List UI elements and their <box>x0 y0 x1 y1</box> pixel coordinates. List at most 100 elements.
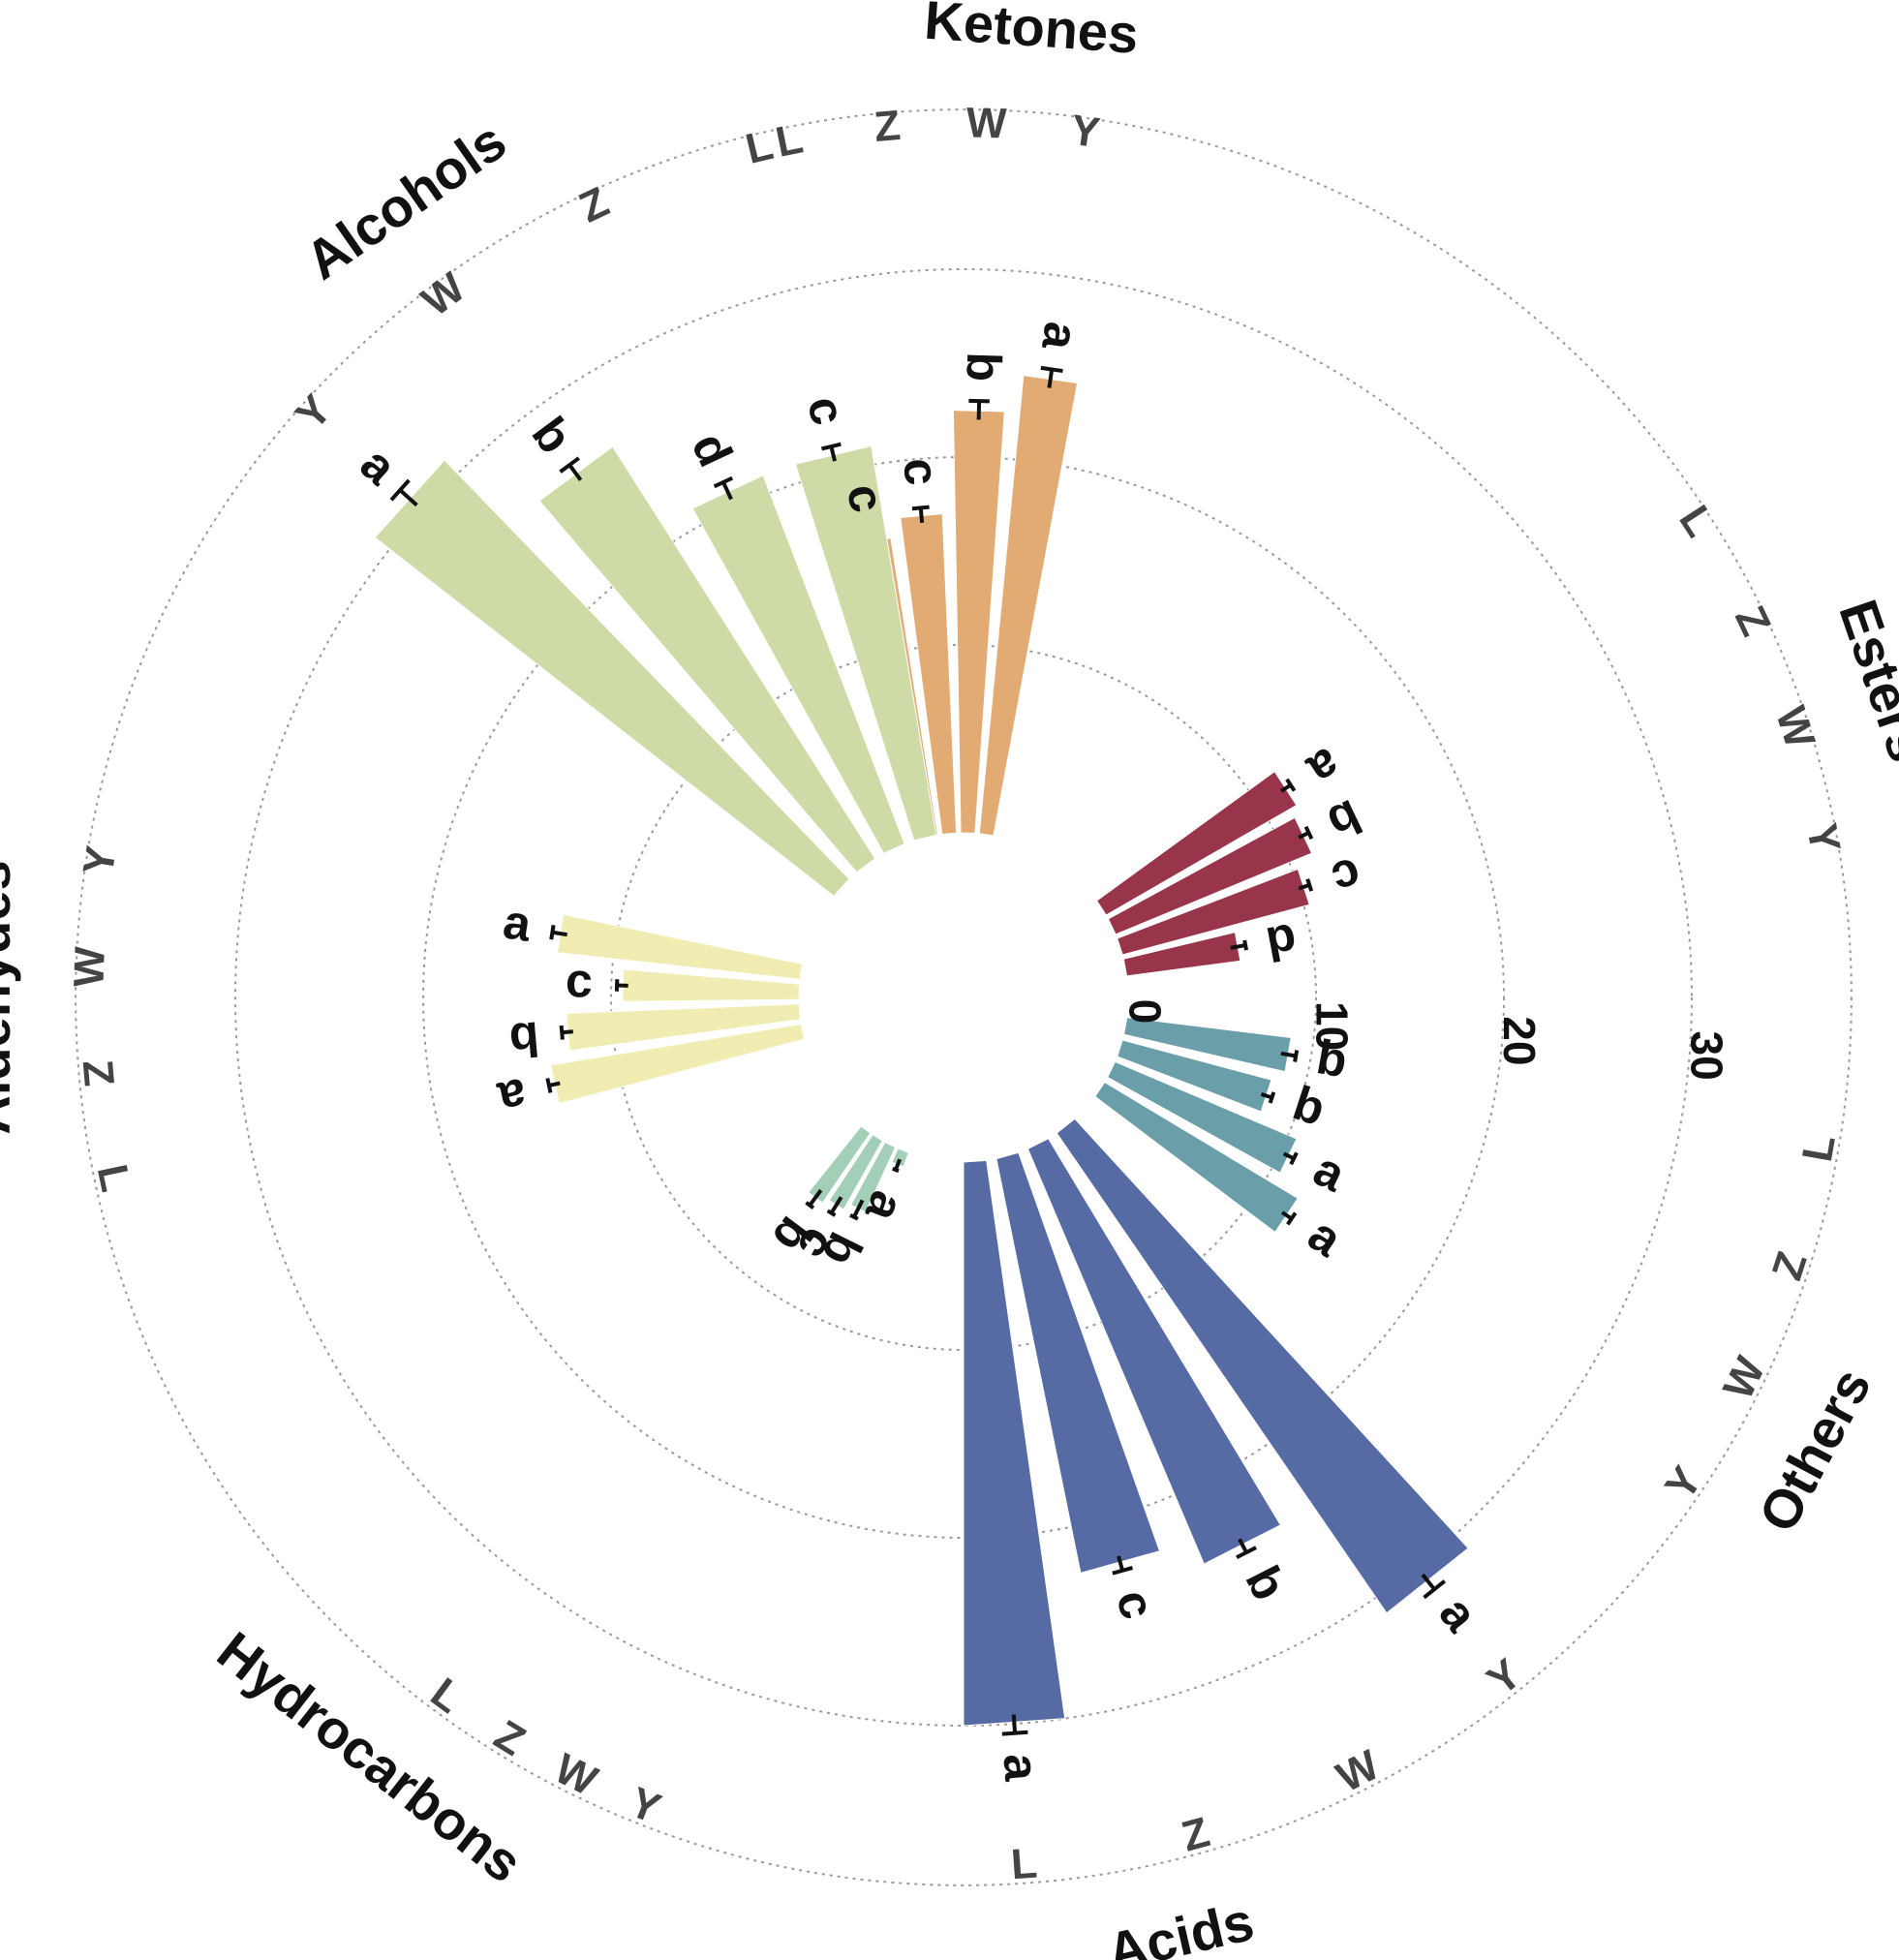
significance-letter: a <box>1429 1586 1489 1642</box>
error-bar-cap <box>559 456 580 474</box>
error-bar <box>1238 1538 1248 1554</box>
bar-acids-W <box>1026 1138 1282 1565</box>
significance-letter: c <box>565 953 594 1008</box>
error-bar-cap <box>849 1212 859 1221</box>
error-bar <box>1280 1051 1297 1058</box>
bar-ketones-Y <box>978 375 1079 837</box>
error-bar-cap <box>389 478 411 502</box>
bar-others-Z <box>1117 1039 1272 1113</box>
bar-alcohols-Y <box>374 459 850 898</box>
sample-label: L <box>772 115 807 167</box>
sample-label: L <box>422 1669 472 1722</box>
error-bar-cap <box>968 398 990 404</box>
bar-esters-Z <box>1107 816 1313 935</box>
bar-acids-Z <box>995 1151 1161 1574</box>
sample-label: Z <box>486 1711 534 1765</box>
significance-letter: a <box>500 894 536 952</box>
grid-ring-2 <box>234 268 1693 1727</box>
significance-letter: c <box>1326 846 1368 906</box>
sample-label: Z <box>74 1058 123 1088</box>
sample-label: Y <box>287 386 341 440</box>
sample-label: Z <box>1177 1808 1214 1860</box>
significance-letter: c <box>797 391 856 430</box>
bar-ketones-W <box>952 410 1005 834</box>
significance-letter: a <box>1299 1207 1352 1268</box>
significance-letter: b <box>1235 1557 1297 1608</box>
sample-label: L <box>1793 1131 1845 1165</box>
bar-hydrocarbons-Z <box>828 1134 883 1210</box>
error-bar-cap <box>1286 1211 1298 1226</box>
sample-label: W <box>1330 1741 1388 1802</box>
significance-letter: a <box>993 1752 1049 1784</box>
significance-letter: b <box>507 1011 541 1067</box>
grid-ring-1 <box>422 456 1505 1539</box>
error-bar <box>1011 1714 1018 1733</box>
bar-esters-Y <box>1122 932 1241 977</box>
error-bar-cap <box>826 1209 837 1217</box>
significance-letter: a <box>1031 319 1088 354</box>
bar-hydrocarbons-W <box>850 1141 897 1213</box>
bar-aldehydes-Y <box>556 913 804 980</box>
bar-aldehydes-L <box>550 1023 806 1105</box>
error-bar-cap <box>1040 365 1063 374</box>
significance-letter: a <box>854 1184 915 1231</box>
sample-label: Y <box>1656 1458 1711 1509</box>
significance-letter: b <box>1287 1076 1332 1137</box>
significance-letter: b <box>522 408 583 464</box>
error-bar <box>918 507 925 524</box>
radial-tick-label: 10 <box>1307 1001 1358 1051</box>
sample-label: Z <box>1726 599 1780 643</box>
bars-layer <box>374 365 1469 1736</box>
bar-ketones-Z <box>900 513 958 835</box>
grid-ring-3 <box>75 108 1853 1886</box>
error-bar-cap <box>1268 1091 1276 1104</box>
error-bar-cap <box>911 505 930 511</box>
group-label-aldehydes: Aldehydes <box>0 860 21 1134</box>
sample-label: W <box>1714 1349 1774 1406</box>
error-bar <box>552 930 567 937</box>
sample-label: W <box>547 1745 604 1806</box>
sample-label: Y <box>75 842 126 878</box>
error-bar-cap <box>1293 1050 1300 1062</box>
significance-letter: a <box>1305 1142 1355 1203</box>
error-bar-cap <box>1242 939 1249 951</box>
radial-tick-label: 30 <box>1681 1031 1731 1081</box>
error-bar <box>721 481 733 501</box>
bar-alcohols-L <box>794 444 937 842</box>
sample-label: L <box>1669 498 1724 545</box>
sample-label: L <box>1009 1840 1038 1889</box>
significance-letter: c <box>1106 1584 1165 1625</box>
bar-others-Y <box>1094 1081 1299 1234</box>
error-bar-cap <box>892 1166 900 1174</box>
group-label-alcohols: Alcohols <box>294 109 517 291</box>
bar-acids-Y <box>1056 1118 1469 1614</box>
error-bar-cap <box>559 1025 565 1040</box>
sample-label: Y <box>1068 107 1103 158</box>
sample-label: Z <box>873 102 903 151</box>
bar-acids-L <box>963 1159 1066 1727</box>
bar-hydrocarbons-Y <box>891 1148 909 1168</box>
error-bar-cap <box>1305 878 1314 892</box>
bar-alcohols-Z <box>691 475 905 854</box>
error-bar-cap <box>713 475 734 489</box>
sample-label: L <box>741 121 778 173</box>
error-bar-cap <box>821 442 842 451</box>
bar-others-L <box>1123 1017 1292 1073</box>
error-bar-cap <box>545 1078 553 1093</box>
sample-label: Y <box>1797 820 1850 857</box>
sample-label: W <box>413 263 475 325</box>
significance-letter: d <box>1262 913 1301 972</box>
error-bar <box>398 488 418 507</box>
sample-label: Z <box>1763 1246 1817 1286</box>
radial-tick-label: 20 <box>1494 1016 1545 1065</box>
radial-tick-label: 0 <box>1119 999 1170 1025</box>
sample-label: Z <box>572 178 616 232</box>
error-bar <box>1421 1573 1436 1591</box>
error-bar-cap <box>1303 825 1314 841</box>
error-bar <box>976 400 982 420</box>
group-label-hydrocarbons: Hydrocarbons <box>206 1620 534 1894</box>
group-label-esters: Esters <box>1827 593 1899 769</box>
significance-letter: b <box>1320 789 1370 851</box>
